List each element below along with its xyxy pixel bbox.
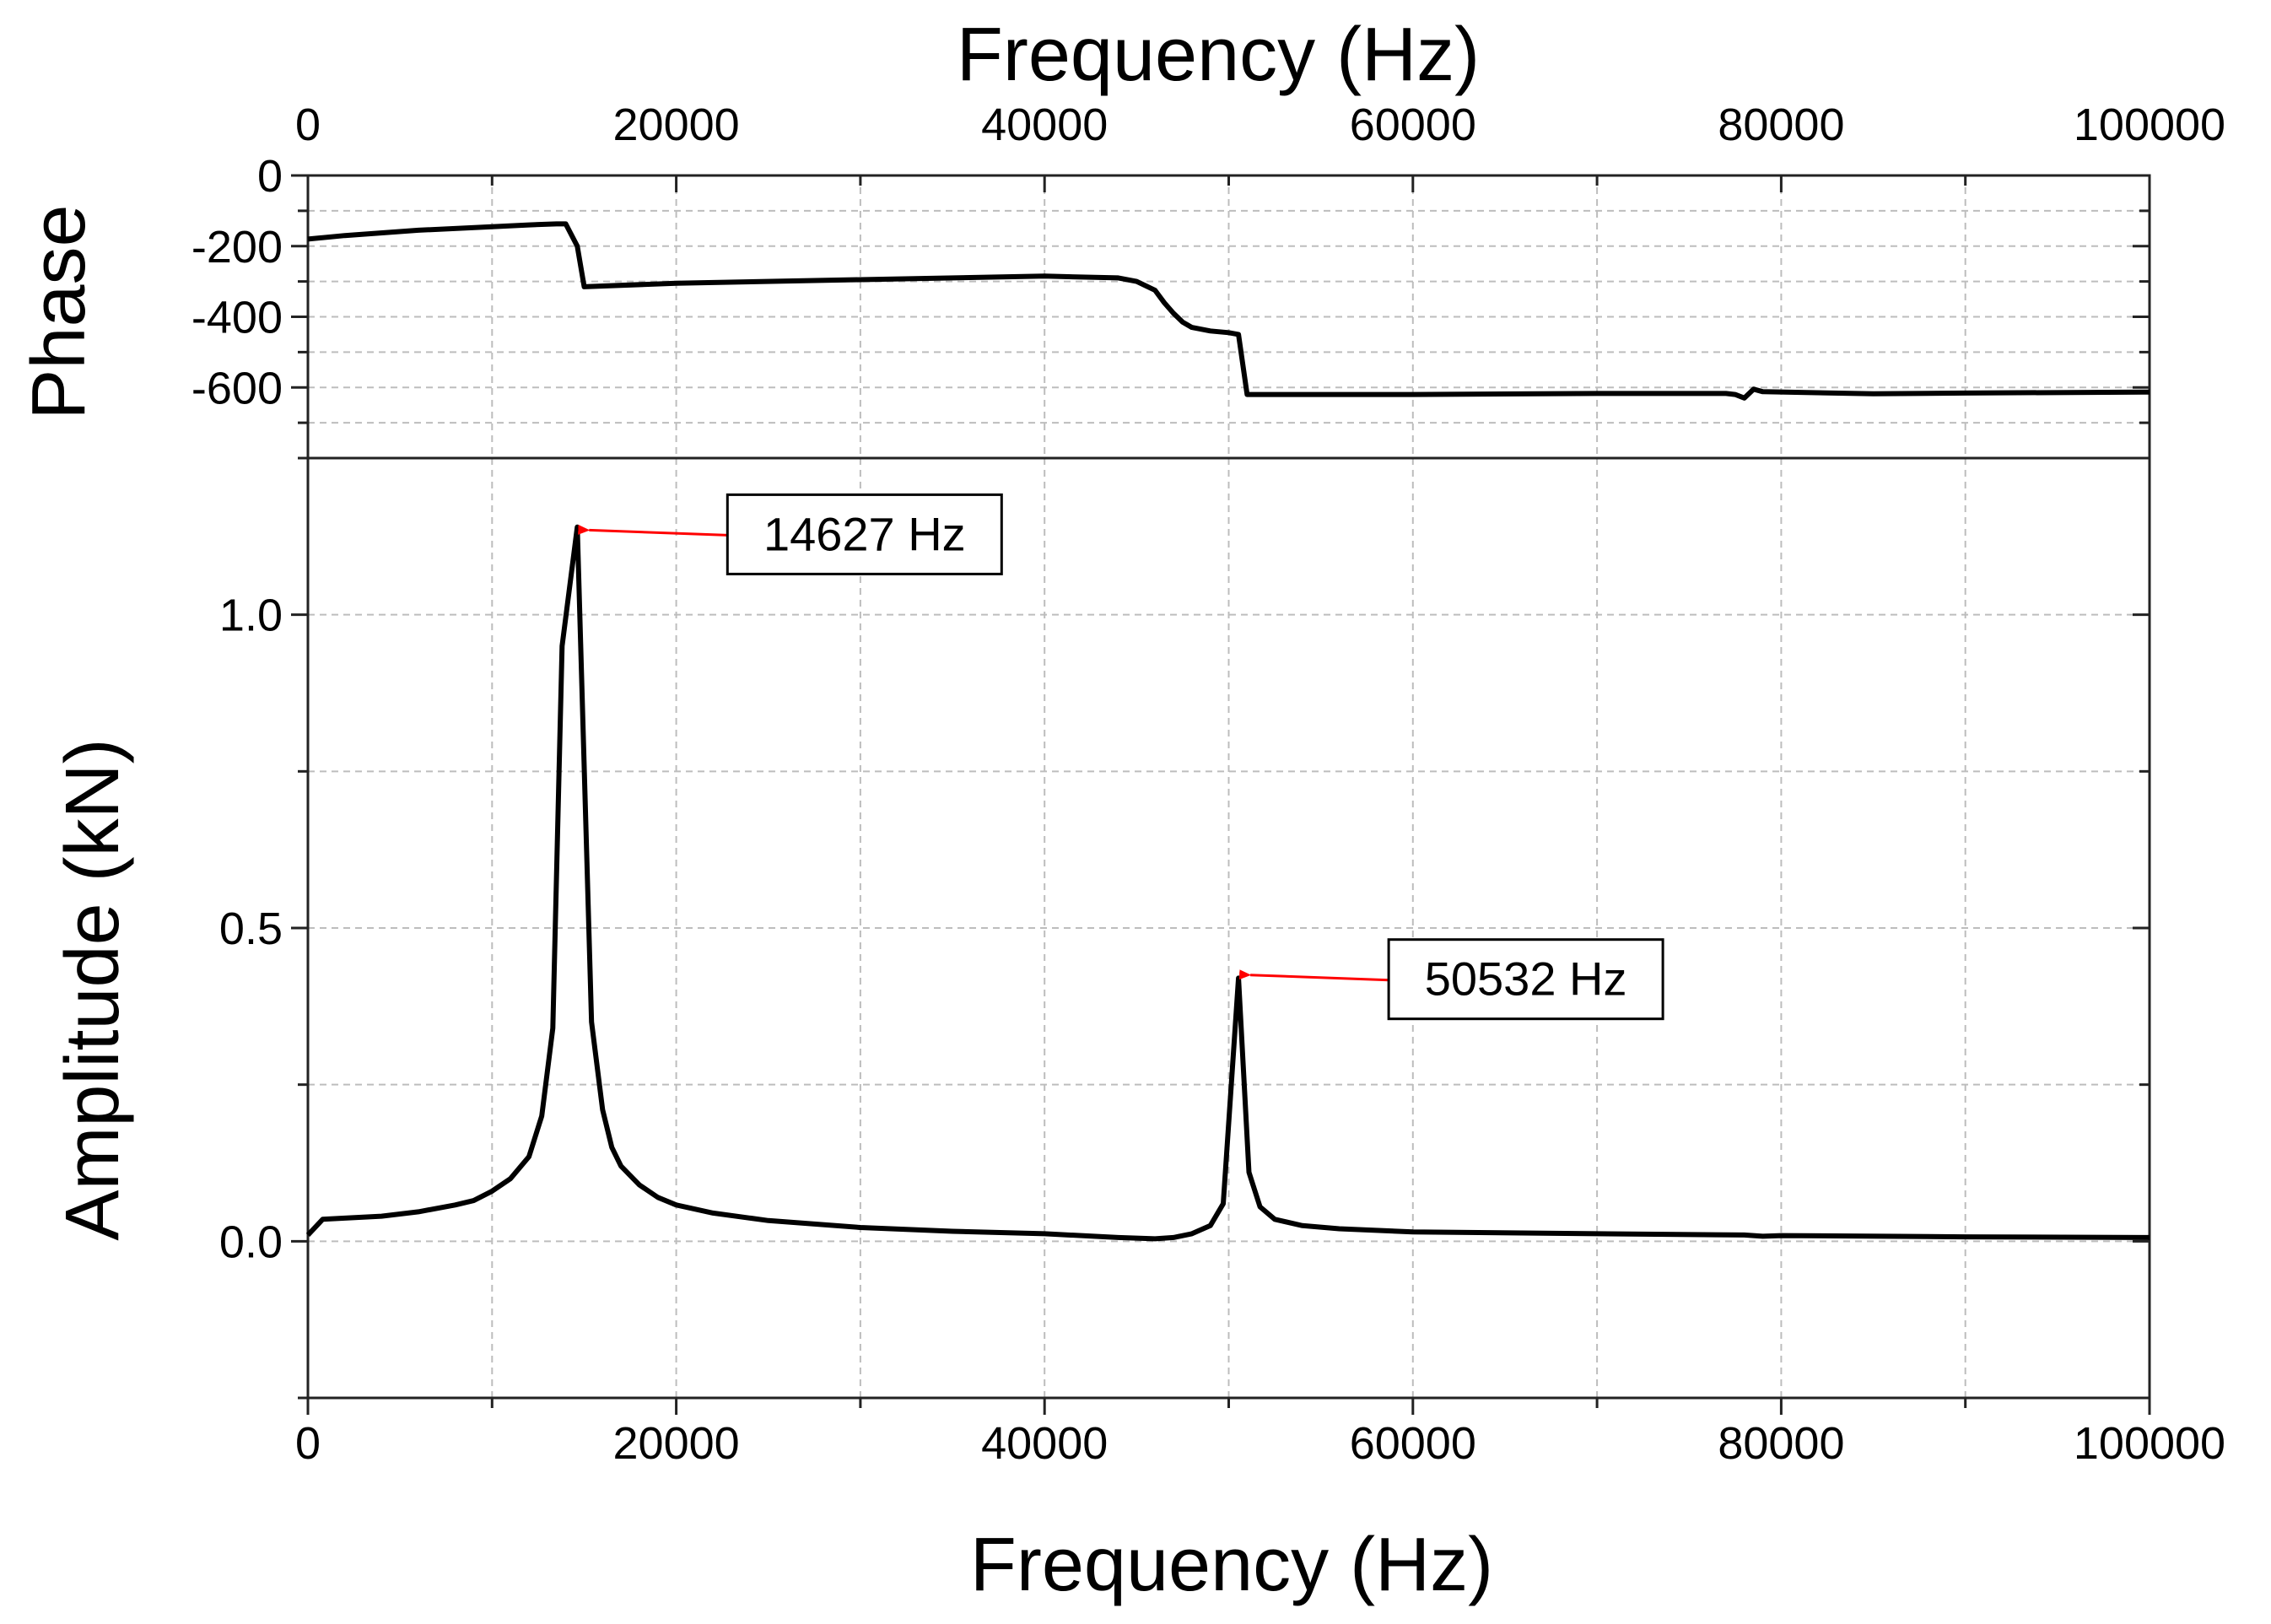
phase-y-tick-label: -200 <box>191 222 283 272</box>
amp-x-tick-label: 20000 <box>613 1418 740 1469</box>
amplitude-panel: 0 20000 40000 60000 80000 100000 0.0 0.5 1.0 14… <box>51 456 2225 1607</box>
amplitude-gridlines <box>308 458 2150 1398</box>
amp-x-tick-label: 60000 <box>1350 1418 1476 1469</box>
phase-x-tick-label: 60000 <box>1350 100 1476 150</box>
annotation-label: 50532 Hz <box>1425 952 1627 1006</box>
amplitude-y-axis-title: Amplitude (kN) <box>51 738 135 1240</box>
phase-x-tick-label: 100000 <box>2074 100 2225 150</box>
amp-x-tick-label: 100000 <box>2074 1418 2225 1469</box>
amplitude-plot-frame <box>306 456 2151 1400</box>
phase-y-tick-label: -600 <box>191 363 283 413</box>
amp-x-tick-label: 40000 <box>981 1418 1108 1469</box>
amp-x-tick-label: 0 <box>295 1418 321 1469</box>
peak-annotations: 14627 Hz 50532 Hz <box>578 493 1664 1021</box>
amplitude-x-axis-title: Frequency (Hz) <box>970 1523 1493 1607</box>
amplitude-series-line <box>305 524 2150 1242</box>
amp-x-tick-label: 80000 <box>1718 1418 1844 1469</box>
amplitude-x-tick-labels: 0 20000 40000 60000 80000 100000 <box>295 1418 2225 1469</box>
annotation-label: 14627 Hz <box>763 507 966 560</box>
phase-x-tick-label: 40000 <box>981 100 1108 150</box>
phase-panel: 0 20000 40000 60000 80000 100000 0 -200 -400 -60… <box>17 13 2225 460</box>
phase-gridlines <box>308 175 2150 458</box>
amp-y-tick-label: 1.0 <box>219 591 283 641</box>
phase-y-axis-title: Phase <box>17 204 101 419</box>
annotation-box <box>726 493 1003 575</box>
phase-x-tick-label: 0 <box>295 100 321 150</box>
phase-y-tick-label: 0 <box>257 151 283 202</box>
annotation-arrow <box>578 524 728 537</box>
annotation-box <box>1387 938 1664 1021</box>
phase-x-tick-labels: 0 20000 40000 60000 80000 100000 <box>295 100 2225 150</box>
amp-y-tick-label: 0.0 <box>219 1217 283 1267</box>
amplitude-y-tick-labels: 0.0 0.5 1.0 <box>219 591 283 1268</box>
annotation-arrow <box>1238 969 1389 982</box>
phase-x-tick-label: 20000 <box>613 100 740 150</box>
phase-series-line <box>307 221 2150 401</box>
amplitude-ticks <box>291 456 2151 1415</box>
amp-y-tick-label: 0.5 <box>219 904 283 954</box>
phase-x-tick-label: 80000 <box>1718 100 1844 150</box>
phase-x-axis-title: Frequency (Hz) <box>957 13 1480 97</box>
phase-y-tick-label: -400 <box>191 293 283 343</box>
phase-y-tick-labels: 0 -200 -400 -600 <box>191 151 283 413</box>
